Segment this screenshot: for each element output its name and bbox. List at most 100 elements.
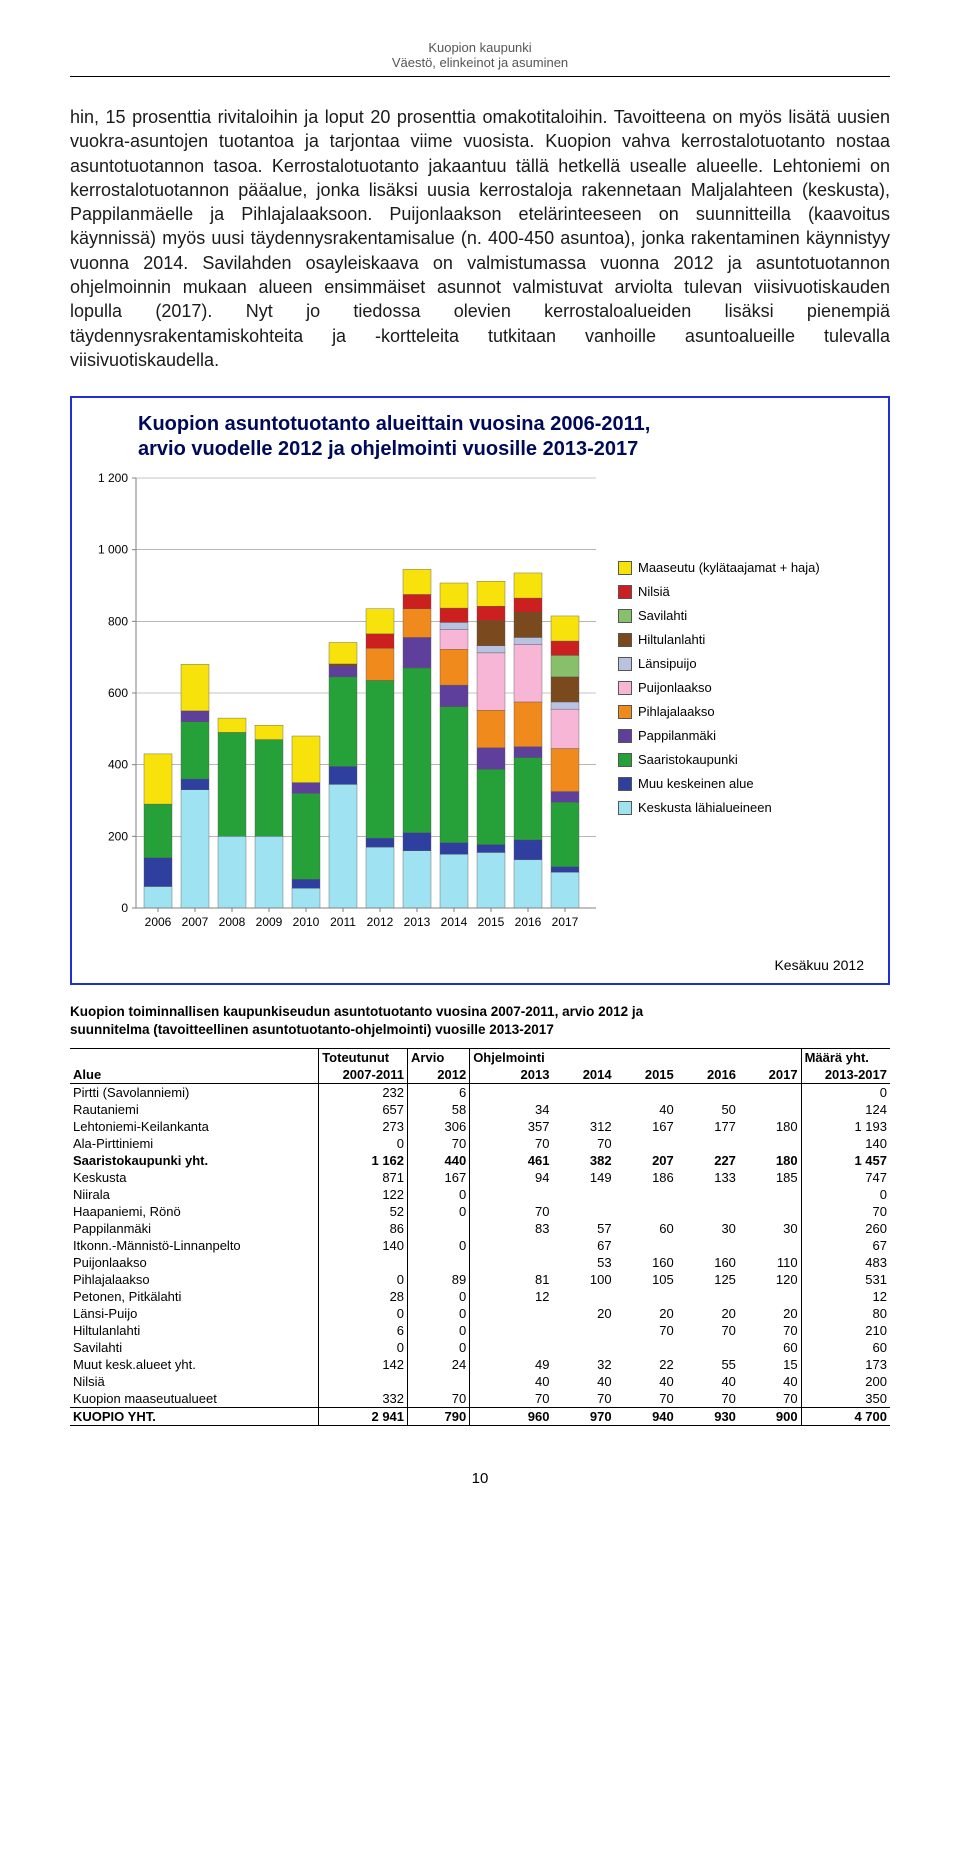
table-total-row: KUOPIO YHT.2 9417909609709409309004 700 xyxy=(70,1408,890,1426)
table-header-top: Määrä yht. xyxy=(801,1049,890,1067)
table-row: Saaristokaupunki yht.1 16244046138220722… xyxy=(70,1152,890,1169)
legend-label: Savilahti xyxy=(638,608,687,623)
legend-item: Keskusta lähialueineen xyxy=(618,800,872,815)
table-row: Haapaniemi, Rönö5207070 xyxy=(70,1203,890,1220)
table-header: 2016 xyxy=(677,1066,739,1084)
legend-item: Hiltulanlahti xyxy=(618,632,872,647)
table-row: Itkonn.-Männistö-Linnanpelto14006767 xyxy=(70,1237,890,1254)
legend-swatch xyxy=(618,609,632,623)
table-header: 2014 xyxy=(552,1066,614,1084)
legend-swatch xyxy=(618,753,632,767)
header-line1: Kuopion kaupunki xyxy=(428,40,531,55)
table-row: Lehtoniemi-Keilankanta273306357312167177… xyxy=(70,1118,890,1135)
svg-text:400: 400 xyxy=(108,758,128,772)
legend-label: Länsipuijo xyxy=(638,656,697,671)
legend-item: Muu keskeinen alue xyxy=(618,776,872,791)
table-row: Puijonlaakso53160160110483 xyxy=(70,1254,890,1271)
table-header: 2017 xyxy=(739,1066,801,1084)
table-header: 2013 xyxy=(470,1066,553,1084)
svg-text:0: 0 xyxy=(121,901,128,915)
table-row: Pirtti (Savolanniemi)23260 xyxy=(70,1084,890,1102)
table-row: Ala-Pirttiniemi0707070140 xyxy=(70,1135,890,1152)
body-paragraph: hin, 15 prosenttia rivitaloihin ja loput… xyxy=(70,105,890,372)
legend-label: Saaristokaupunki xyxy=(638,752,738,767)
header-line2: Väestö, elinkeinot ja asuminen xyxy=(392,55,568,70)
legend-label: Puijonlaakso xyxy=(638,680,712,695)
table-header-top xyxy=(70,1049,319,1067)
table-row: Nilsiä4040404040200 xyxy=(70,1373,890,1390)
legend-label: Pihlajalaakso xyxy=(638,704,715,719)
table-header: 2007-2011 xyxy=(319,1066,408,1084)
document-header: Kuopion kaupunki Väestö, elinkeinot ja a… xyxy=(70,40,890,77)
svg-text:2012: 2012 xyxy=(367,915,394,929)
table-header-top xyxy=(552,1049,614,1067)
table-row: Pihlajalaakso08981100105125120531 xyxy=(70,1271,890,1288)
chart-svg: 02004006008001 0001 20020062007200820092… xyxy=(88,470,608,955)
legend-label: Muu keskeinen alue xyxy=(638,776,754,791)
table-row: Savilahti006060 xyxy=(70,1339,890,1356)
legend-swatch xyxy=(618,801,632,815)
svg-text:2015: 2015 xyxy=(478,915,505,929)
table-row: Länsi-Puijo002020202080 xyxy=(70,1305,890,1322)
svg-text:2009: 2009 xyxy=(256,915,283,929)
legend-label: Maaseutu (kylätaajamat + haja) xyxy=(638,560,820,575)
table-caption: Kuopion toiminnallisen kaupunkiseudun as… xyxy=(70,1003,890,1038)
table-row: Petonen, Pitkälahti2801212 xyxy=(70,1288,890,1305)
table-row: Hiltulanlahti60707070210 xyxy=(70,1322,890,1339)
svg-text:2016: 2016 xyxy=(515,915,542,929)
table-header-top: Arvio xyxy=(408,1049,470,1067)
legend-swatch xyxy=(618,705,632,719)
chart-container: Kuopion asuntotuotanto alueittain vuosin… xyxy=(70,396,890,985)
table-row: Kuopion maaseutualueet332707070707070350 xyxy=(70,1390,890,1408)
data-table: ToteutunutArvioOhjelmointiMäärä yht.Alue… xyxy=(70,1048,890,1426)
table-header-top xyxy=(677,1049,739,1067)
svg-text:600: 600 xyxy=(108,686,128,700)
svg-text:800: 800 xyxy=(108,615,128,629)
legend-swatch xyxy=(618,777,632,791)
legend-item: Länsipuijo xyxy=(618,656,872,671)
legend-label: Keskusta lähialueineen xyxy=(638,800,772,815)
legend-item: Saaristokaupunki xyxy=(618,752,872,767)
svg-text:2007: 2007 xyxy=(182,915,209,929)
table-header: Alue xyxy=(70,1066,319,1084)
svg-text:200: 200 xyxy=(108,830,128,844)
legend-item: Maaseutu (kylätaajamat + haja) xyxy=(618,560,872,575)
svg-text:1 000: 1 000 xyxy=(98,543,128,557)
page-number: 10 xyxy=(70,1470,890,1487)
table-row: Niirala12200 xyxy=(70,1186,890,1203)
svg-text:2011: 2011 xyxy=(330,915,356,929)
chart-title: Kuopion asuntotuotanto alueittain vuosin… xyxy=(138,412,872,462)
legend-label: Hiltulanlahti xyxy=(638,632,705,647)
table-header: 2012 xyxy=(408,1066,470,1084)
chart-legend: Maaseutu (kylätaajamat + haja) Nilsiä Savi… xyxy=(608,470,872,824)
svg-text:2010: 2010 xyxy=(293,915,320,929)
legend-swatch xyxy=(618,561,632,575)
table-row: Pappilanmäki868357603030260 xyxy=(70,1220,890,1237)
svg-text:2014: 2014 xyxy=(441,915,468,929)
legend-swatch xyxy=(618,729,632,743)
legend-item: Pappilanmäki xyxy=(618,728,872,743)
legend-swatch xyxy=(618,633,632,647)
legend-swatch xyxy=(618,681,632,695)
table-header-top: Ohjelmointi xyxy=(470,1049,553,1067)
legend-label: Pappilanmäki xyxy=(638,728,716,743)
chart-footer: Kesäkuu 2012 xyxy=(88,957,872,973)
legend-label: Nilsiä xyxy=(638,584,670,599)
table-row: Rautaniemi65758344050124 xyxy=(70,1101,890,1118)
table-row: Keskusta87116794149186133185747 xyxy=(70,1169,890,1186)
svg-text:2017: 2017 xyxy=(552,915,579,929)
table-row: Muut kesk.alueet yht.142244932225515173 xyxy=(70,1356,890,1373)
table-header: 2013-2017 xyxy=(801,1066,890,1084)
legend-swatch xyxy=(618,657,632,671)
table-header-top xyxy=(739,1049,801,1067)
svg-text:2006: 2006 xyxy=(145,915,172,929)
legend-item: Nilsiä xyxy=(618,584,872,599)
legend-item: Pihlajalaakso xyxy=(618,704,872,719)
legend-item: Savilahti xyxy=(618,608,872,623)
svg-text:1 200: 1 200 xyxy=(98,471,128,485)
table-header-top xyxy=(615,1049,677,1067)
legend-item: Puijonlaakso xyxy=(618,680,872,695)
svg-text:2013: 2013 xyxy=(404,915,431,929)
table-header: 2015 xyxy=(615,1066,677,1084)
legend-swatch xyxy=(618,585,632,599)
